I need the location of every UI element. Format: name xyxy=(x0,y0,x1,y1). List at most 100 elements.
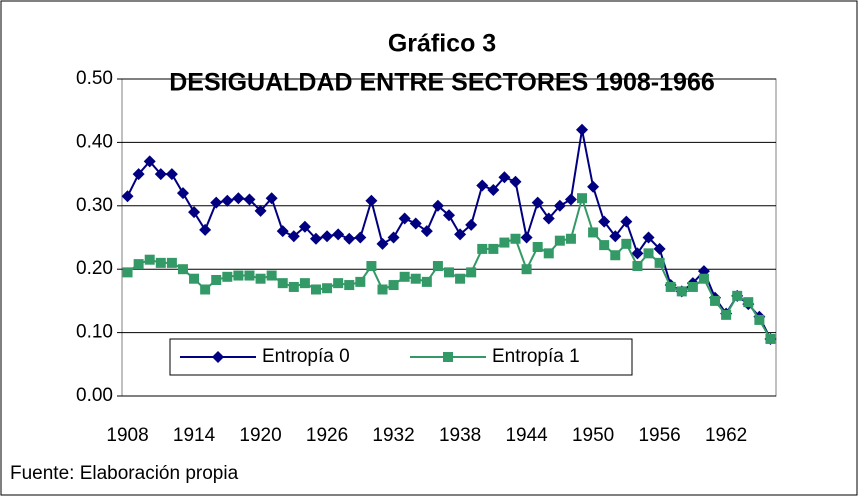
data-point xyxy=(499,237,510,248)
data-point xyxy=(332,228,345,241)
y-tick-label: 0.20 xyxy=(76,258,113,279)
data-point xyxy=(588,227,599,238)
data-point xyxy=(210,196,223,209)
x-tick-label: 1914 xyxy=(173,425,216,446)
data-point xyxy=(654,257,665,268)
data-point xyxy=(154,168,167,181)
data-point xyxy=(531,196,544,209)
data-point xyxy=(409,217,422,230)
data-point xyxy=(465,218,478,231)
data-point xyxy=(510,233,521,244)
data-point xyxy=(443,209,455,222)
data-point xyxy=(143,155,156,168)
y-tick-label: 0.40 xyxy=(76,131,113,152)
data-point xyxy=(133,259,144,270)
data-point xyxy=(255,273,266,284)
data-point xyxy=(322,283,333,294)
data-point xyxy=(189,273,200,284)
data-point xyxy=(432,261,443,272)
data-point xyxy=(354,231,367,244)
data-point xyxy=(410,273,421,284)
data-point xyxy=(420,225,433,238)
data-point xyxy=(509,175,522,188)
x-tick-label: 1938 xyxy=(439,425,481,446)
data-point xyxy=(765,333,776,344)
data-point xyxy=(244,270,255,281)
data-point xyxy=(721,309,732,320)
data-point xyxy=(577,193,588,204)
x-tick-label: 1908 xyxy=(106,425,148,446)
data-point xyxy=(476,179,489,192)
data-point xyxy=(732,290,743,301)
data-point xyxy=(743,297,754,308)
x-tick-label: 1932 xyxy=(372,425,414,446)
data-point xyxy=(542,212,555,225)
data-point xyxy=(321,230,334,243)
data-point xyxy=(466,267,477,278)
data-point xyxy=(554,235,565,246)
data-point xyxy=(564,193,577,206)
data-point xyxy=(122,267,133,278)
data-point xyxy=(399,271,410,282)
data-point xyxy=(642,231,655,244)
data-point xyxy=(188,206,201,219)
data-point xyxy=(665,281,676,292)
data-point xyxy=(587,180,600,193)
data-point xyxy=(553,199,566,212)
data-point xyxy=(199,223,212,236)
data-point xyxy=(377,284,388,295)
data-point xyxy=(200,284,211,295)
data-point xyxy=(532,242,543,253)
y-tick-label: 0.10 xyxy=(76,322,113,343)
legend-label: Entropía 0 xyxy=(262,346,350,367)
data-point xyxy=(621,238,632,249)
x-tick-label: 1926 xyxy=(306,425,348,446)
data-point xyxy=(132,168,145,181)
data-point xyxy=(576,123,589,136)
x-tick-label: 1920 xyxy=(239,425,281,446)
data-point xyxy=(609,230,622,243)
data-point xyxy=(454,228,467,241)
x-tick-label: 1962 xyxy=(705,425,747,446)
data-point xyxy=(155,257,166,268)
data-point xyxy=(521,264,532,275)
data-point xyxy=(344,280,355,291)
data-point xyxy=(610,250,621,261)
data-point xyxy=(265,192,278,205)
data-point xyxy=(121,190,134,203)
chart-title: Gráfico 3 xyxy=(388,30,496,58)
data-point xyxy=(421,276,432,287)
x-tick-label: 1950 xyxy=(572,425,614,446)
data-point xyxy=(165,168,178,181)
data-point xyxy=(376,237,389,250)
data-point xyxy=(298,220,311,233)
data-point xyxy=(299,278,310,289)
data-point xyxy=(221,194,234,207)
data-point xyxy=(598,215,611,228)
data-point xyxy=(710,295,721,306)
data-point xyxy=(177,264,188,275)
data-point xyxy=(222,271,233,282)
data-point xyxy=(687,281,698,292)
data-point xyxy=(455,273,466,284)
data-point xyxy=(343,232,356,245)
data-point xyxy=(620,215,633,228)
legend-label: Entropía 1 xyxy=(492,346,580,367)
data-point xyxy=(388,280,399,291)
data-point xyxy=(355,276,366,287)
source-note: Fuente: Elaboración propia xyxy=(10,463,239,484)
data-point xyxy=(166,257,177,268)
data-point xyxy=(276,225,289,238)
data-point xyxy=(477,243,488,254)
data-point xyxy=(444,267,454,278)
data-point xyxy=(287,230,300,243)
legend-marker xyxy=(212,351,224,363)
data-point xyxy=(243,193,256,206)
data-point xyxy=(565,233,576,244)
data-point xyxy=(643,248,654,259)
data-point xyxy=(599,240,610,251)
data-point xyxy=(309,232,322,245)
data-point xyxy=(211,274,222,285)
